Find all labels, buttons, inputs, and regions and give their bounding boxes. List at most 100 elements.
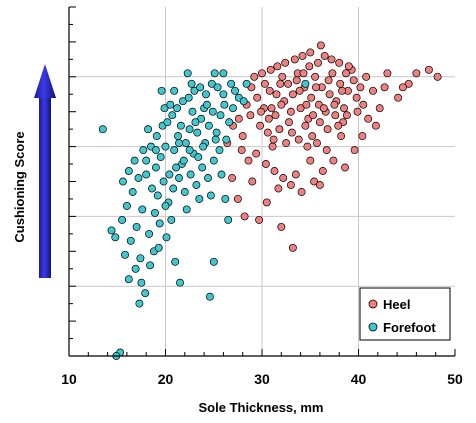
data-point-forefoot xyxy=(222,135,231,144)
data-point-forefoot xyxy=(138,205,147,214)
data-point-heel xyxy=(375,104,384,113)
data-point-forefoot xyxy=(176,121,185,130)
data-point-forefoot xyxy=(225,118,234,127)
data-point-heel xyxy=(273,62,282,71)
data-point-forefoot xyxy=(154,243,163,252)
data-point-heel xyxy=(263,128,272,137)
data-point-heel xyxy=(327,55,336,64)
data-point-heel xyxy=(344,62,353,71)
data-point-forefoot xyxy=(145,229,154,238)
legend-entry-forefoot: Forefoot xyxy=(368,320,436,335)
data-point-forefoot xyxy=(124,167,133,175)
data-point-forefoot xyxy=(157,86,166,95)
data-point-heel xyxy=(383,69,392,78)
data-point-heel xyxy=(252,149,261,158)
data-point-heel xyxy=(314,58,322,67)
data-point-forefoot xyxy=(209,257,218,266)
data-point-forefoot xyxy=(160,104,169,113)
data-point-heel xyxy=(358,132,367,141)
data-point-heel xyxy=(316,41,325,50)
data-point-forefoot xyxy=(136,254,145,263)
up-arrow-head xyxy=(34,64,56,98)
data-point-heel xyxy=(331,111,340,120)
data-point-heel xyxy=(404,79,413,88)
data-point-forefoot xyxy=(141,289,150,298)
data-point-heel xyxy=(256,121,265,130)
data-point-heel xyxy=(287,128,296,137)
data-point-forefoot xyxy=(137,278,146,287)
data-point-forefoot xyxy=(190,86,199,95)
data-point-forefoot xyxy=(220,100,229,109)
data-point-forefoot xyxy=(210,69,219,78)
data-point-forefoot xyxy=(239,97,248,106)
data-point-heel xyxy=(234,114,243,123)
data-point-heel xyxy=(322,146,331,155)
data-point-heel xyxy=(274,184,283,193)
data-point-forefoot xyxy=(181,139,190,148)
data-point-forefoot xyxy=(209,156,218,165)
data-point-forefoot xyxy=(183,69,192,78)
data-point-heel xyxy=(277,100,286,109)
data-point-heel xyxy=(309,111,318,120)
up-arrow-shaft xyxy=(39,98,51,278)
legend: Heel Forefoot xyxy=(359,287,451,341)
data-point-forefoot xyxy=(173,104,182,113)
data-point-forefoot xyxy=(207,79,216,88)
data-point-heel xyxy=(433,72,442,81)
data-point-forefoot xyxy=(185,125,194,134)
x-tick-label: 30 xyxy=(254,371,270,387)
data-point-heel xyxy=(291,170,300,179)
x-axis-title: Sole Thickness, mm xyxy=(199,400,324,415)
data-point-forefoot xyxy=(152,132,161,141)
data-point-forefoot xyxy=(142,170,151,179)
data-point-heel xyxy=(279,174,288,182)
data-point-heel xyxy=(276,79,285,88)
data-point-forefoot xyxy=(165,170,174,179)
data-point-heel xyxy=(324,76,333,85)
data-point-forefoot xyxy=(130,156,139,165)
data-point-forefoot xyxy=(148,184,156,193)
data-point-forefoot xyxy=(198,163,207,172)
data-point-heel xyxy=(299,69,308,78)
data-point-forefoot xyxy=(186,170,195,179)
data-point-heel xyxy=(311,72,320,81)
data-point-heel xyxy=(364,114,373,123)
data-point-heel xyxy=(394,93,403,102)
data-point-heel xyxy=(318,167,327,175)
data-point-heel xyxy=(266,65,275,74)
data-point-forefoot xyxy=(182,205,191,214)
data-point-heel xyxy=(362,72,371,81)
data-point-heel xyxy=(238,132,247,141)
data-point-heel xyxy=(264,114,273,123)
data-point-forefoot xyxy=(121,250,129,259)
data-point-forefoot xyxy=(224,215,233,224)
data-point-forefoot xyxy=(203,100,211,109)
data-point-forefoot xyxy=(185,146,194,155)
data-point-heel xyxy=(312,83,320,92)
data-point-forefoot xyxy=(187,79,196,88)
data-point-forefoot xyxy=(179,156,188,165)
data-point-heel xyxy=(325,90,334,99)
data-point-forefoot xyxy=(166,100,175,109)
data-point-heel xyxy=(261,160,270,168)
data-point-heel xyxy=(329,156,338,165)
data-point-heel xyxy=(288,90,297,99)
data-point-heel xyxy=(334,121,343,130)
data-point-forefoot xyxy=(170,146,179,155)
data-point-heel xyxy=(244,156,253,165)
data-point-forefoot xyxy=(231,86,239,95)
data-point-heel xyxy=(335,58,344,67)
data-point-forefoot xyxy=(151,163,160,172)
data-point-forefoot xyxy=(169,184,178,193)
data-point-heel xyxy=(313,139,321,148)
data-point-heel xyxy=(290,55,299,64)
data-point-heel xyxy=(262,198,271,207)
data-point-heel xyxy=(352,93,361,102)
data-point-forefoot xyxy=(197,114,206,123)
data-point-heel xyxy=(286,181,295,189)
data-point-heel xyxy=(271,111,280,120)
data-point-heel xyxy=(302,100,311,109)
data-point-forefoot xyxy=(151,146,160,155)
data-point-forefoot xyxy=(111,233,120,242)
legend-box xyxy=(359,287,451,341)
